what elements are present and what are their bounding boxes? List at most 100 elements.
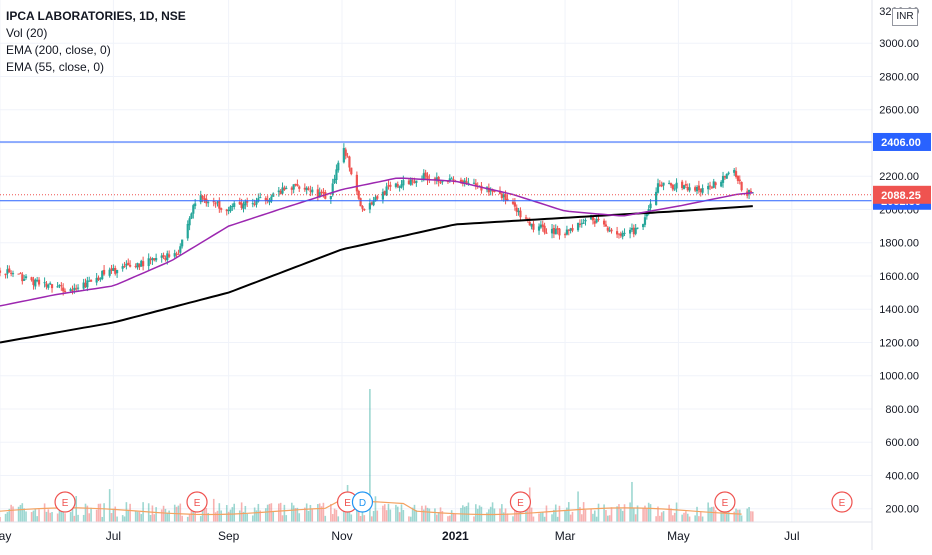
candle-body bbox=[322, 192, 325, 194]
candle-body bbox=[50, 284, 54, 289]
volume-bar bbox=[519, 510, 522, 522]
volume-bar bbox=[47, 509, 50, 522]
candle-body bbox=[11, 273, 15, 275]
volume-bar bbox=[748, 507, 750, 522]
indicator-volume[interactable]: Vol (20) bbox=[6, 26, 48, 40]
volume-bar bbox=[361, 511, 364, 522]
volume-bar bbox=[610, 507, 613, 522]
candle-body bbox=[201, 195, 204, 199]
volume-bar bbox=[512, 516, 514, 522]
candle-body bbox=[140, 260, 143, 267]
candle-body bbox=[487, 187, 490, 193]
candle-body bbox=[513, 202, 516, 207]
candle-body bbox=[229, 206, 232, 212]
volume-bar bbox=[709, 507, 711, 522]
volume-bar bbox=[218, 503, 221, 522]
volume-bar bbox=[491, 502, 494, 522]
candle-body bbox=[387, 185, 390, 187]
candle-body bbox=[305, 187, 308, 191]
volume-bar bbox=[389, 509, 392, 522]
volume-bar bbox=[683, 512, 685, 522]
volume-bar bbox=[259, 510, 262, 522]
candle-body bbox=[151, 258, 154, 261]
volume-bar bbox=[620, 508, 622, 522]
candle-body bbox=[623, 232, 626, 234]
volume-bar bbox=[532, 516, 535, 522]
candle-body bbox=[303, 187, 306, 190]
volume-bar bbox=[540, 512, 542, 522]
volume-bar bbox=[720, 510, 722, 522]
candle-body bbox=[147, 258, 150, 267]
volume-bar bbox=[45, 511, 48, 522]
volume-bar bbox=[207, 512, 209, 522]
volume-bar bbox=[733, 511, 735, 522]
volume-bar bbox=[644, 505, 646, 522]
candle-body bbox=[437, 177, 440, 182]
candle-body bbox=[567, 229, 570, 231]
candle-body bbox=[357, 190, 360, 199]
indicator-ema200[interactable]: EMA (200, close, 0) bbox=[6, 43, 111, 57]
volume-bar bbox=[493, 508, 496, 522]
candle-body bbox=[101, 270, 104, 280]
volume-bar bbox=[688, 516, 691, 522]
volume-bar bbox=[10, 504, 12, 522]
volume-bar bbox=[296, 507, 299, 522]
candle-body bbox=[528, 221, 531, 226]
candle-body bbox=[179, 246, 182, 253]
candle-body bbox=[582, 222, 585, 224]
candle-body bbox=[231, 205, 234, 207]
volume-bar bbox=[199, 516, 202, 522]
volume-bar bbox=[4, 513, 7, 522]
volume-bar bbox=[240, 502, 243, 522]
volume-bar bbox=[584, 509, 587, 522]
volume-bar bbox=[194, 505, 196, 522]
volume-bar bbox=[424, 505, 427, 522]
candle-body bbox=[697, 185, 700, 191]
candle-body bbox=[519, 210, 522, 218]
volume-bar bbox=[449, 515, 451, 522]
candle-body bbox=[115, 269, 119, 274]
candle-body bbox=[668, 182, 671, 184]
volume-bar bbox=[264, 508, 267, 522]
volume-bar bbox=[376, 510, 379, 522]
candle-body bbox=[493, 191, 496, 193]
candle-body bbox=[361, 205, 364, 209]
volume-bar bbox=[452, 512, 455, 522]
volume-bar bbox=[344, 509, 347, 522]
volume-bar bbox=[675, 502, 678, 522]
volume-bar bbox=[714, 510, 717, 522]
volume-bar bbox=[153, 514, 156, 522]
volume-bar bbox=[450, 510, 453, 522]
candle-body bbox=[619, 233, 622, 236]
candle-body bbox=[649, 203, 652, 209]
candle-body bbox=[591, 215, 595, 221]
volume-bar bbox=[426, 507, 429, 522]
y-tick-label: 400.00 bbox=[885, 470, 919, 482]
candle-body bbox=[348, 156, 351, 168]
volume-bar bbox=[108, 489, 111, 522]
volume-bar bbox=[486, 512, 488, 522]
indicator-ema55[interactable]: EMA (55, close, 0) bbox=[6, 60, 105, 74]
candle-body bbox=[207, 202, 210, 204]
candle-body bbox=[452, 179, 455, 181]
volume-bar bbox=[659, 515, 661, 522]
volume-bar bbox=[175, 506, 178, 522]
candle-body bbox=[162, 255, 165, 258]
candle-body bbox=[192, 205, 195, 214]
currency-badge[interactable]: INR bbox=[892, 8, 918, 26]
candle-body bbox=[636, 227, 639, 229]
candle-body bbox=[23, 279, 26, 281]
volume-bar bbox=[478, 505, 481, 522]
volume-bar bbox=[64, 513, 66, 522]
volume-bar bbox=[398, 512, 401, 522]
candle-body bbox=[60, 285, 63, 287]
volume-bar bbox=[605, 510, 607, 522]
candle-body bbox=[37, 279, 41, 285]
volume-bar bbox=[147, 503, 150, 522]
volume-bar bbox=[670, 508, 672, 522]
volume-bar bbox=[25, 511, 27, 522]
volume-bar bbox=[127, 510, 130, 522]
volume-bar bbox=[701, 516, 704, 522]
